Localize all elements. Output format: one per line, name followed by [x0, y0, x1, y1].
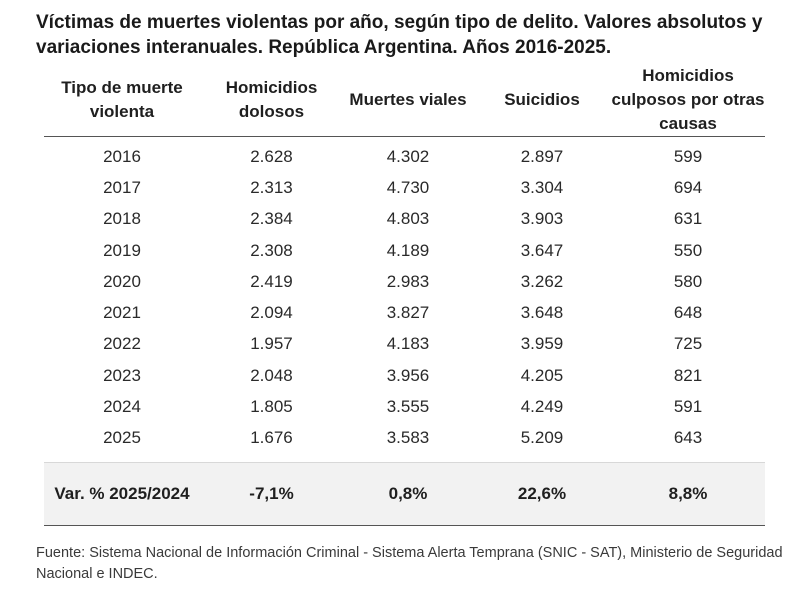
cell-value: 4.730 [386, 177, 430, 197]
cell-value: 631 [673, 209, 703, 229]
cell-value: 591 [673, 397, 703, 417]
cell-value: 1.957 [250, 334, 293, 354]
header-row: Tipo de muerte violenta Homicidios dolos… [44, 64, 765, 137]
cell-year: 2021 [103, 303, 141, 323]
cell-value: 4.189 [386, 240, 430, 260]
table-row: 2017 2.313 4.730 3.304 694 [44, 172, 765, 203]
summary-label: Var. % 2025/2024 [44, 461, 200, 526]
table-row: 2025 1.676 3.583 5.209 643 [44, 423, 765, 454]
cell-value: 2.313 [250, 177, 293, 197]
cell-value: 2.419 [250, 271, 293, 291]
source-note: Fuente: Sistema Nacional de Información … [36, 545, 783, 582]
cell-value: 648 [673, 303, 703, 323]
cell-year: 2020 [103, 271, 141, 291]
cell-value: 3.827 [386, 303, 430, 323]
column-header-homicidios-culposos: Homicidios culposos por otras causas [611, 64, 765, 137]
cell-value: 3.262 [520, 271, 564, 291]
cell-value: 5.209 [520, 428, 564, 448]
cell-year: 2019 [103, 240, 141, 260]
cell-value: 4.803 [386, 209, 430, 229]
data-table-container: Tipo de muerte violenta Homicidios dolos… [44, 64, 765, 526]
cell-value: 2.308 [250, 240, 293, 260]
cell-year: 2018 [103, 209, 141, 229]
cell-value: 3.583 [386, 428, 430, 448]
table-row: 2019 2.308 4.189 3.647 550 [44, 235, 765, 266]
summary-value: -7,1% [200, 461, 343, 526]
cell-value: 2.983 [386, 271, 430, 291]
cell-value: 3.648 [520, 303, 564, 323]
data-table: Tipo de muerte violenta Homicidios dolos… [44, 64, 765, 526]
cell-year: 2024 [103, 397, 141, 417]
cell-value: 4.205 [520, 365, 564, 385]
cell-value: 1.805 [250, 397, 293, 417]
cell-value: 3.555 [386, 397, 430, 417]
cell-value: 643 [673, 428, 703, 448]
cell-value: 2.384 [250, 209, 293, 229]
table-body: 2016 2.628 4.302 2.897 599 2017 2.313 4.… [44, 137, 765, 463]
cell-value: 599 [673, 146, 703, 166]
cell-year: 2022 [103, 334, 141, 354]
cell-value: 725 [673, 334, 703, 354]
cell-value: 580 [673, 271, 703, 291]
cell-year: 2017 [103, 177, 141, 197]
cell-value: 694 [673, 177, 703, 197]
cell-value: 2.628 [250, 146, 293, 166]
cell-value: 4.183 [386, 334, 430, 354]
cell-value: 2.048 [250, 365, 293, 385]
column-header-suicidios: Suicidios [473, 64, 611, 137]
cell-year: 2023 [103, 365, 141, 385]
cell-value: 3.959 [520, 334, 564, 354]
table-row: 2022 1.957 4.183 3.959 725 [44, 329, 765, 360]
summary-value: 8,8% [611, 461, 765, 526]
cell-value: 2.897 [520, 146, 564, 166]
table-row: 2018 2.384 4.803 3.903 631 [44, 204, 765, 235]
summary-value: 22,6% [473, 461, 611, 526]
cell-value: 2.094 [250, 303, 293, 323]
table-row: 2023 2.048 3.956 4.205 821 [44, 360, 765, 391]
row-spacer [44, 454, 765, 463]
table-row: 2020 2.419 2.983 3.262 580 [44, 266, 765, 297]
cell-value: 3.903 [520, 209, 564, 229]
column-header-homicidios-dolosos: Homicidios dolosos [200, 64, 343, 137]
summary-value: 0,8% [343, 461, 473, 526]
cell-value: 550 [673, 240, 703, 260]
cell-value: 3.647 [520, 240, 564, 260]
cell-value: 1.676 [250, 428, 293, 448]
cell-year: 2016 [103, 146, 141, 166]
summary-row: Var. % 2025/2024 -7,1% 0,8% 22,6% 8,8% [44, 461, 765, 526]
cell-year: 2025 [103, 428, 141, 448]
cell-value: 4.302 [386, 146, 430, 166]
cell-value: 3.304 [520, 177, 564, 197]
table-title: Víctimas de muertes violentas por año, s… [36, 12, 763, 58]
column-header-muertes-viales: Muertes viales [343, 64, 473, 137]
table-row: 2021 2.094 3.827 3.648 648 [44, 297, 765, 328]
cell-value: 821 [673, 365, 703, 385]
cell-value: 3.956 [386, 365, 430, 385]
table-row: 2024 1.805 3.555 4.249 591 [44, 391, 765, 422]
column-header-tipo: Tipo de muerte violenta [44, 64, 200, 137]
table-row: 2016 2.628 4.302 2.897 599 [44, 137, 765, 173]
cell-value: 4.249 [520, 397, 564, 417]
